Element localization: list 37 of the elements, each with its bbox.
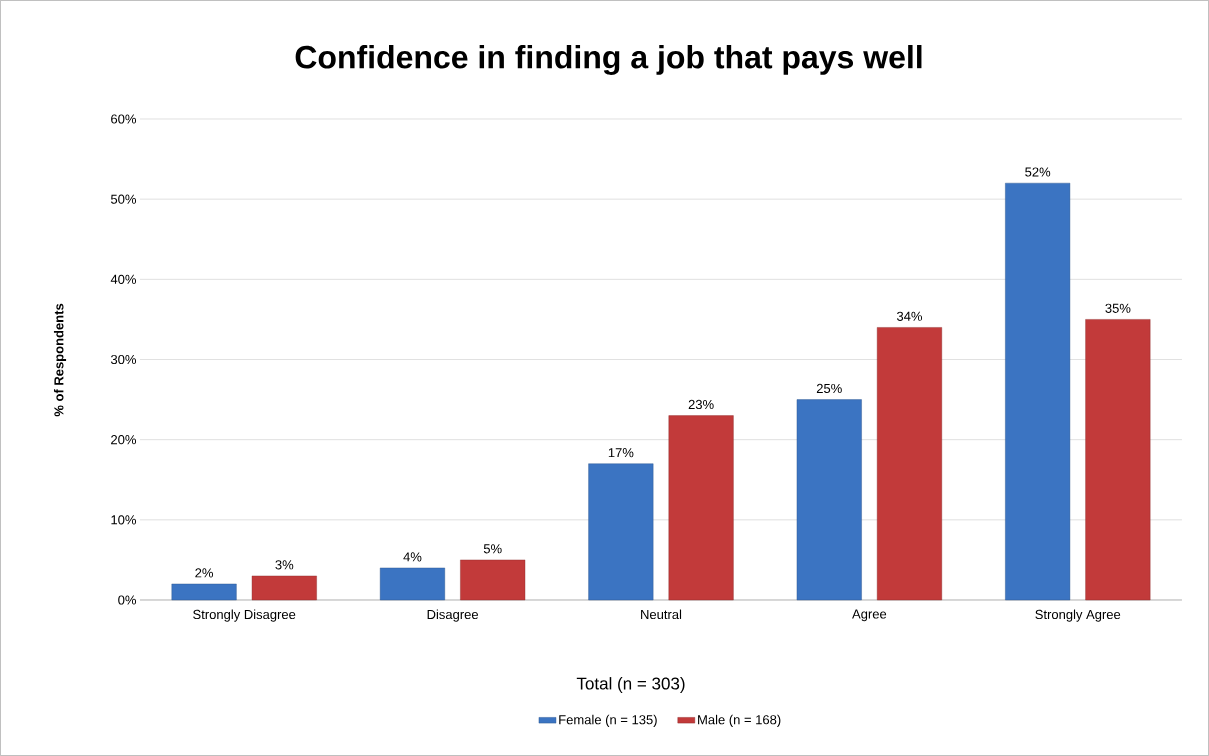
y-axis-title: % of Respondents xyxy=(53,303,67,417)
y-tick-label: 30% xyxy=(110,354,137,365)
data-label: 5% xyxy=(483,544,502,554)
data-label: 3% xyxy=(275,560,294,570)
x-tick-label: Strongly Agree xyxy=(1035,609,1121,622)
legend-label: Male (n = 168) xyxy=(698,714,781,727)
y-tick-label: 40% xyxy=(110,274,137,284)
data-label: 23% xyxy=(688,399,714,410)
bar xyxy=(588,463,654,601)
data-label: 2% xyxy=(195,568,214,578)
x-axis-title: Total (n = 303) xyxy=(576,677,685,693)
data-label: 17% xyxy=(608,448,634,458)
x-tick-label: Disagree xyxy=(427,609,479,622)
y-tick-label: 10% xyxy=(111,515,137,525)
bar xyxy=(171,583,237,601)
y-tick-label: 20% xyxy=(111,435,137,445)
chart-title: Confidence in finding a job that pays well xyxy=(295,45,922,75)
bar xyxy=(251,575,317,601)
bar xyxy=(796,399,862,601)
bar xyxy=(1005,182,1071,601)
data-label: 52% xyxy=(1025,167,1051,177)
data-label: 34% xyxy=(896,311,923,321)
bar xyxy=(460,559,526,601)
y-tick-label: 0% xyxy=(118,595,137,605)
bar xyxy=(1085,319,1151,601)
y-tick-label: 60% xyxy=(111,114,137,124)
x-tick-label: Strongly Disagree xyxy=(193,609,296,622)
x-tick-label: Agree xyxy=(852,609,887,622)
bar xyxy=(668,415,734,601)
y-tick-label: 50% xyxy=(110,194,137,204)
x-tick-label: Neutral xyxy=(641,609,682,620)
legend-label: Female (n = 135) xyxy=(559,714,657,727)
data-label: 25% xyxy=(816,383,842,394)
data-label: 35% xyxy=(1105,303,1131,313)
bar xyxy=(876,327,942,601)
data-label: 4% xyxy=(403,552,422,562)
bar xyxy=(379,567,445,601)
